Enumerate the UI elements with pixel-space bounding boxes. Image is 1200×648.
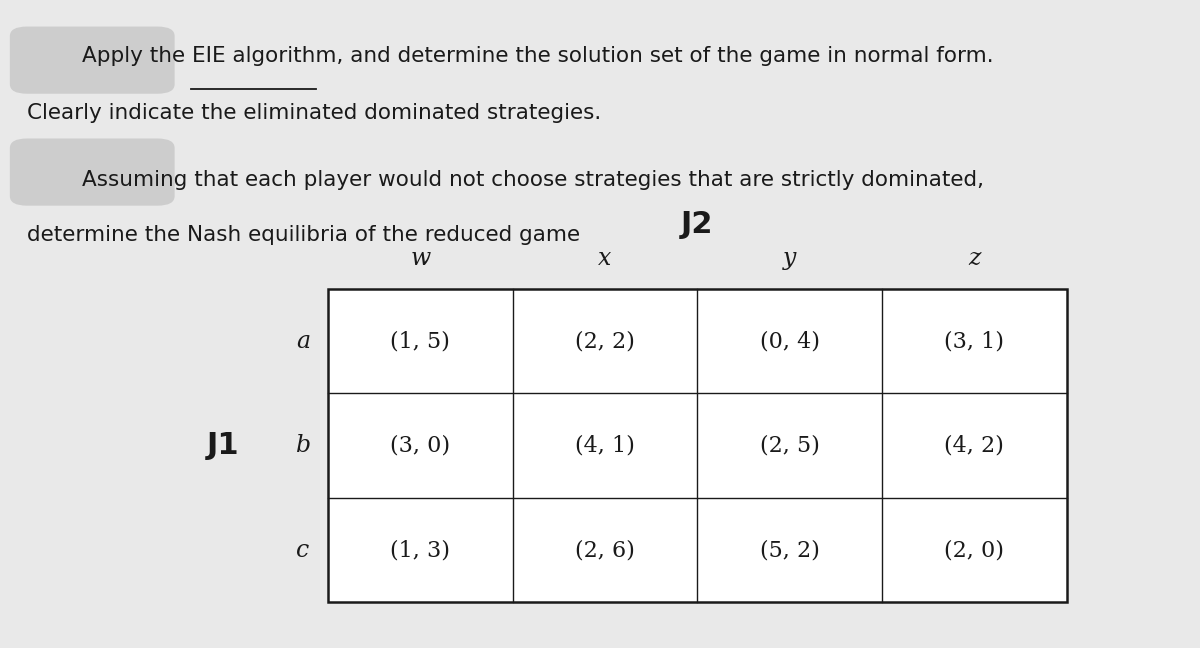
Text: (2, 5): (2, 5) bbox=[760, 435, 820, 457]
Text: Apply the EIE algorithm, and determine the solution set of the game in normal fo: Apply the EIE algorithm, and determine t… bbox=[26, 46, 994, 65]
Text: determine the Nash equilibria of the reduced game: determine the Nash equilibria of the red… bbox=[26, 225, 580, 245]
Text: (2, 2): (2, 2) bbox=[575, 330, 635, 352]
Text: y: y bbox=[784, 247, 797, 270]
FancyBboxPatch shape bbox=[10, 27, 175, 94]
Text: (3, 1): (3, 1) bbox=[944, 330, 1004, 352]
Text: a: a bbox=[296, 330, 310, 353]
Text: x: x bbox=[599, 247, 612, 270]
Text: c: c bbox=[296, 538, 310, 562]
Text: (0, 4): (0, 4) bbox=[760, 330, 820, 352]
Text: (5, 2): (5, 2) bbox=[760, 539, 820, 561]
Text: (4, 1): (4, 1) bbox=[575, 435, 635, 457]
Text: w: w bbox=[410, 247, 431, 270]
Text: (2, 0): (2, 0) bbox=[944, 539, 1004, 561]
Text: J1: J1 bbox=[208, 431, 240, 460]
Text: Clearly indicate the eliminated dominated strategies.: Clearly indicate the eliminated dominate… bbox=[26, 103, 601, 123]
Text: z: z bbox=[968, 247, 980, 270]
Text: Assuming that each player would not choose strategies that are strictly dominate: Assuming that each player would not choo… bbox=[26, 170, 984, 191]
Text: (2, 6): (2, 6) bbox=[575, 539, 635, 561]
Text: (1, 5): (1, 5) bbox=[390, 330, 450, 352]
FancyBboxPatch shape bbox=[10, 139, 175, 205]
Text: b: b bbox=[295, 434, 311, 457]
Text: (4, 2): (4, 2) bbox=[944, 435, 1004, 457]
Text: J2: J2 bbox=[682, 211, 714, 239]
Text: (3, 0): (3, 0) bbox=[390, 435, 450, 457]
Text: (1, 3): (1, 3) bbox=[390, 539, 450, 561]
